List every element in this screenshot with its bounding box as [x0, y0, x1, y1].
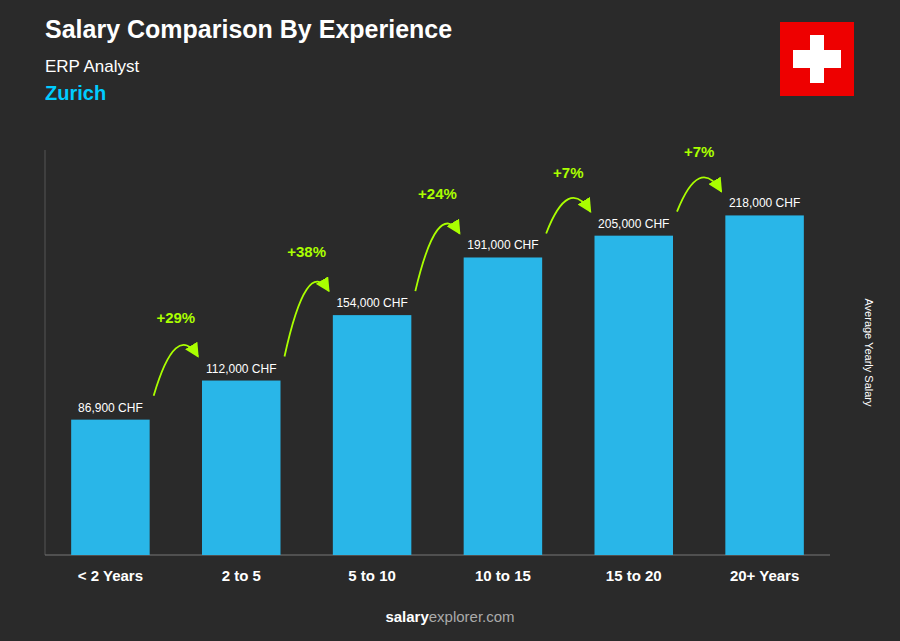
bar	[464, 257, 542, 555]
footer-part: explorer.com	[429, 608, 515, 625]
x-axis-line	[45, 555, 830, 556]
change-arrow	[285, 282, 329, 357]
footer-part: salary	[385, 608, 429, 625]
data-label: 218,000 CHF	[729, 196, 800, 210]
annotation: +24%	[418, 185, 457, 202]
annotation: +7%	[684, 143, 714, 160]
data-label: 86,900 CHF	[78, 401, 143, 415]
annotation: +29%	[156, 309, 195, 326]
flag-cross	[793, 50, 841, 68]
y-axis-line	[45, 150, 46, 555]
subtitle: Zurich	[45, 82, 106, 104]
bar	[333, 315, 412, 555]
x-tick-label: 2 to 5	[222, 567, 261, 584]
data-label: 191,000 CHF	[467, 238, 538, 252]
data-label: 205,000 CHF	[598, 217, 669, 231]
annotation: +38%	[287, 243, 326, 260]
y-label: Average Yearly Salary	[863, 298, 875, 407]
background	[0, 0, 900, 641]
flag-field	[780, 22, 854, 96]
x-tick-label: 5 to 10	[348, 567, 396, 584]
chart: Salary Comparison By Experience ERP Analy…	[0, 0, 900, 641]
change-arrow	[154, 345, 198, 396]
x-tick-label: 10 to 15	[475, 567, 531, 584]
bar	[725, 215, 804, 555]
change-arrow	[415, 223, 459, 291]
bar	[202, 381, 281, 555]
title: Salary Comparison By Experience	[45, 15, 452, 43]
data-label: 112,000 CHF	[206, 362, 276, 376]
subtitle: ERP Analyst	[45, 57, 139, 76]
bar	[595, 236, 674, 555]
bars	[71, 215, 804, 555]
flag	[780, 22, 854, 96]
x-tick-label: 15 to 20	[606, 567, 662, 584]
change-arrow	[546, 198, 590, 234]
change-arrow	[677, 177, 721, 211]
footer: salaryexplorer.com	[385, 608, 514, 625]
x-tick-label: 20+ Years	[730, 567, 799, 584]
x-tick-label: < 2 Years	[78, 567, 143, 584]
bar	[71, 420, 149, 555]
data-label: 154,000 CHF	[336, 296, 407, 310]
annotation: +7%	[553, 164, 583, 181]
